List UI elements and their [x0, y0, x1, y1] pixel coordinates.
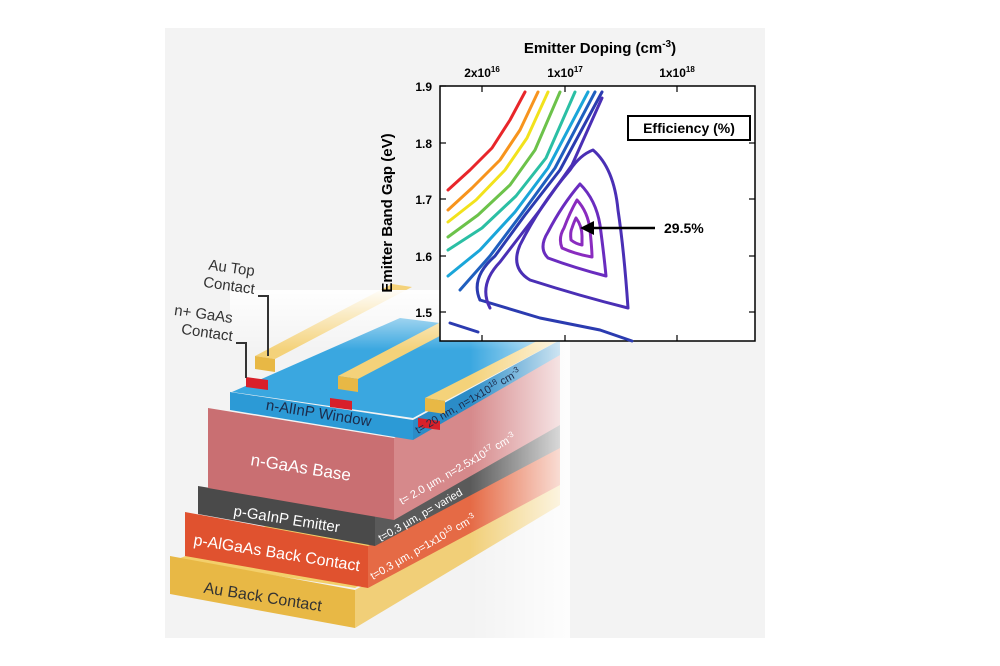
y-axis-title: Emitter Band Gap (eV) [379, 133, 396, 292]
spec-algaas-end-sup: -3 [465, 510, 476, 522]
contour-teal [446, 90, 577, 252]
contour-green [446, 90, 562, 239]
x-tick-label-2e16-main: 2x10 [464, 66, 491, 80]
x-tick-label-1e18-sup: 18 [686, 65, 695, 74]
efficiency-label-box [627, 115, 751, 141]
peak-arrow-head [580, 221, 594, 235]
layer-algaas-front [185, 512, 368, 588]
contour-blue [458, 90, 597, 292]
x-axis-title-main: Emitter Doping (cm [524, 40, 662, 57]
contour-chart: Emitter Doping (cm-3) Emitter Band Gap (… [379, 39, 756, 343]
efficiency-label: Efficiency (%) [643, 120, 735, 136]
device-stack: Au Top Contact n+ GaAs Contact n-AlInP W… [170, 257, 570, 640]
layer-gainp-front [198, 486, 375, 546]
y-tick-label-1-9: 1.9 [415, 80, 432, 94]
x-tick-label-1e18: 1x1018 [659, 65, 695, 80]
x-axis-title-end: ) [671, 40, 676, 57]
x-tick-label-2e16: 2x1016 [464, 65, 500, 80]
n-gaas-contact-2 [330, 398, 352, 410]
peak-label: 29.5% [664, 220, 704, 236]
n-gaas-contact-3 [418, 418, 440, 430]
x-tick-label-2e16-sup: 16 [491, 65, 500, 74]
axis-ticks [440, 85, 755, 341]
contour-lines [446, 90, 634, 343]
layer-au-back-front [170, 556, 355, 628]
au-top-finger-3-front [425, 398, 445, 414]
contour-red [446, 90, 527, 192]
contour-cyan [446, 90, 590, 278]
x-tick-label-1e17-main: 1x10 [547, 66, 574, 80]
contour-deepblue-bottom [478, 298, 634, 343]
layer-gaas-front [208, 408, 394, 520]
au-top-leader [258, 295, 269, 356]
contour-violet-outer [515, 148, 630, 310]
contour-orange [446, 90, 540, 212]
au-top-finger-1-front [255, 356, 275, 372]
contour-violet-mid [541, 182, 608, 278]
y-tick-label-1-7: 1.7 [415, 193, 432, 207]
y-tick-label-1-6: 1.6 [415, 250, 432, 264]
n-gaas-contact-1 [246, 377, 268, 390]
y-tick-label-1-8: 1.8 [415, 137, 432, 151]
spec-gaas-end-sup: -3 [505, 429, 516, 441]
x-axis-title-sup: -3 [662, 39, 671, 50]
contour-purple-core [569, 216, 584, 247]
n-gaas-leader [236, 342, 247, 378]
spec-alinp-end-sup: -3 [510, 365, 521, 377]
fade-right [470, 300, 570, 640]
contour-deepblue-outer [448, 90, 604, 334]
x-tick-label-1e17-sup: 17 [574, 65, 583, 74]
y-tick-label-1-5: 1.5 [415, 306, 432, 320]
x-tick-label-1e17: 1x1017 [547, 65, 583, 80]
x-tick-label-1e18-main: 1x10 [659, 66, 686, 80]
layer-alinp-front [230, 392, 413, 440]
x-axis-title: Emitter Doping (cm-3) [524, 39, 676, 57]
au-top-label-line1: Au Top [207, 257, 255, 280]
au-top-finger-2-front [338, 376, 358, 392]
contour-yellow [446, 90, 550, 224]
